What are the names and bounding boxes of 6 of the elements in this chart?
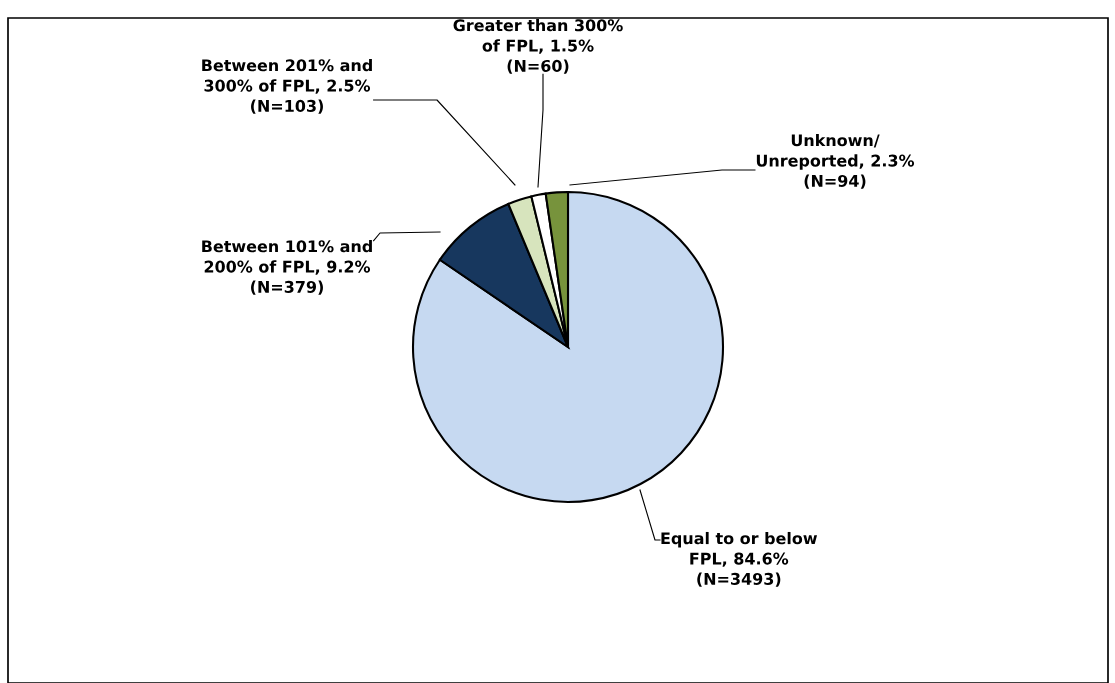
slice-label: Unknown/ Unreported, 2.3% (N=94): [756, 133, 915, 189]
slice-label: Between 101% and 200% of FPL, 9.2% (N=379): [202, 239, 372, 295]
slice-label: Between 201% and 300% of FPL, 2.5% (N=103): [202, 58, 372, 114]
slice-label: Greater than 300% of FPL, 1.5% (N=60): [453, 18, 623, 74]
pie-slice: [411, 190, 725, 504]
slice-label: Equal to or below FPL, 84.6% (N=3493): [661, 531, 818, 587]
